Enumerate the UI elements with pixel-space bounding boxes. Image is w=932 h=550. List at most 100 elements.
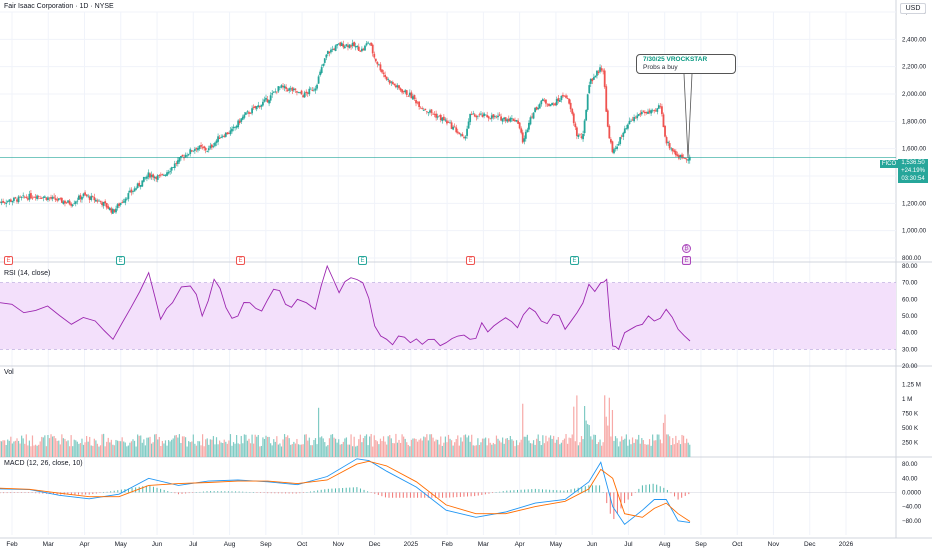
candle-body [84,192,86,195]
rsi-label[interactable]: RSI (14, close) [4,270,51,277]
volume-bar [217,444,219,457]
volume-bar [274,441,276,457]
volume-bar [231,445,233,457]
volume-bar [566,443,569,457]
currency-selector[interactable]: USD [900,3,926,14]
candle-body [648,110,651,113]
candle-body [57,198,60,201]
volume-bar [294,443,296,457]
volume-bar [10,436,12,457]
candle-body [288,88,291,91]
candle-body [207,148,210,151]
earnings-event-marker[interactable]: E [4,256,13,265]
volume-bar [628,439,631,457]
candle-body [110,208,113,213]
volume-bar [234,443,236,457]
macd-histogram-bar [170,492,172,493]
candle-body [503,117,506,120]
macd-histogram-bar [502,491,504,493]
candle-body [132,191,134,192]
volume-bar [150,443,153,457]
volume-bar [407,444,409,457]
candle-body [221,136,224,138]
volume-bar [494,444,496,457]
candle-body [568,98,571,104]
macd-histogram-bar [517,489,518,493]
volume-bar [92,445,94,457]
volume-bar [511,439,513,457]
volume-bar [525,436,527,457]
candle-body [679,154,682,158]
candle-body [186,155,189,157]
candle-body [93,197,96,201]
candle-body [535,106,538,110]
candle-body [487,116,490,119]
volume-bar [254,434,256,457]
candle-body [183,157,185,159]
volume-bar [324,442,326,457]
volume-bar [506,438,508,457]
macd-histogram-bar [131,487,133,493]
volume-bar [370,433,372,457]
earnings-event-marker[interactable]: E [358,256,367,265]
volume-bar [512,440,515,457]
volume-bar [613,440,615,457]
earnings-event-marker[interactable]: ₿ [682,244,691,253]
volume-bar [624,438,626,457]
volume-label[interactable]: Vol [4,369,14,376]
volume-bar [201,434,204,457]
volume-bar [276,436,278,457]
volume-bar [42,437,44,457]
volume-bar [299,444,301,457]
volume-bar [282,439,284,457]
macd-histogram-bar [195,492,197,493]
volume-bar [560,442,562,457]
candle-body [526,129,529,133]
candle-body [500,116,502,121]
candle-body [220,137,223,138]
macd-histogram-bar [599,485,601,493]
macd-histogram-bar [656,484,658,493]
macd-histogram-bar [549,489,551,493]
volume-bar [263,438,266,457]
volume-bar [7,439,9,457]
earnings-event-marker[interactable]: E [236,256,245,265]
candle-body [456,131,459,133]
candle-body [167,171,170,174]
volume-bar [364,435,366,457]
earnings-event-marker[interactable]: E [570,256,579,265]
macd-histogram-bar [78,492,80,495]
candle-body [524,131,527,139]
volume-bar [413,438,416,457]
macd-histogram-bar [224,491,226,493]
volume-bar [590,436,592,457]
volume-bar [488,438,490,457]
earnings-event-marker[interactable]: E [682,256,691,265]
earnings-event-marker[interactable]: E [116,256,125,265]
macd-histogram-bar [160,488,162,493]
candle-body [685,159,688,161]
volume-bar [99,445,102,457]
volume-bar [28,440,30,457]
idea-note[interactable]: 7/30/25 VROCKSTAR Probs a buy [636,54,736,74]
volume-bar [672,438,674,457]
volume-bar [466,437,468,457]
volume-bar [478,444,481,457]
volume-bar [580,436,583,457]
macd-histogram-bar [649,484,651,493]
candle-body [511,118,513,120]
macd-label[interactable]: MACD (12, 26, close, 10) [4,460,83,467]
candle-body [609,139,612,143]
candle-body [6,201,9,202]
candle-body [187,154,190,156]
macd-histogram-bar [174,492,176,494]
macd-histogram-bar [595,485,597,493]
candle-body [424,108,427,111]
candle-body [215,140,218,143]
volume-bar [33,445,35,457]
candle-body [245,112,247,115]
earnings-event-marker[interactable]: E [466,256,475,265]
candle-body [384,74,386,78]
volume-bar [599,439,601,457]
candle-body [617,143,620,146]
